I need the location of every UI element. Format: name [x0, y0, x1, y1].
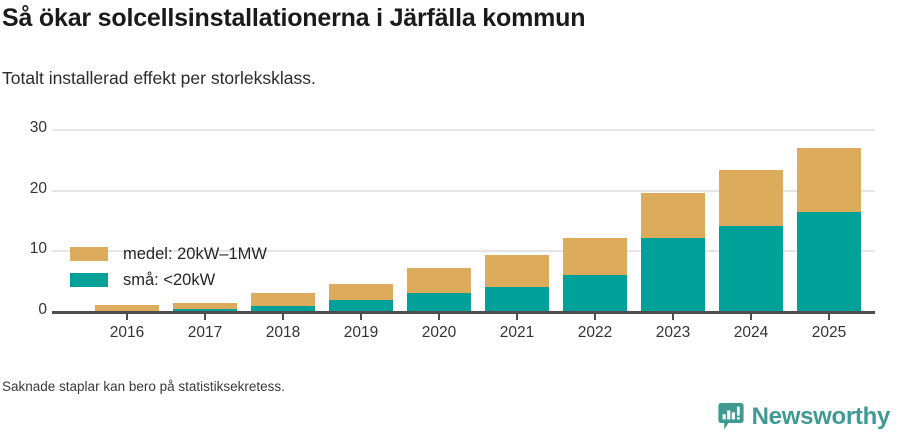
gridline	[52, 189, 875, 192]
gridline	[52, 250, 875, 253]
legend-swatch-sma	[70, 273, 108, 287]
bar-group[interactable]	[407, 110, 471, 311]
x-tick	[126, 311, 128, 320]
x-tick-label: 2018	[265, 324, 301, 341]
y-tick-label: 10	[29, 240, 47, 258]
x-tick	[204, 311, 206, 320]
bar-segment-sma[interactable]	[719, 226, 783, 311]
bar-group[interactable]	[95, 110, 159, 311]
legend-label-medel: medel: 20kW–1MW	[123, 244, 267, 263]
bar-segment-sma[interactable]	[797, 212, 861, 311]
bar-segment-sma[interactable]	[251, 306, 315, 311]
x-tick-label: 2023	[655, 324, 691, 341]
bar-segment-medel[interactable]	[407, 267, 471, 293]
y-tick-label: 20	[29, 179, 47, 197]
legend-label-sma: små: <20kW	[123, 270, 216, 289]
x-tick-label: 2024	[733, 324, 769, 341]
x-tick-label: 2020	[421, 324, 457, 341]
bar-segment-medel[interactable]	[641, 192, 705, 239]
bar-segment-medel[interactable]	[173, 302, 237, 309]
brand-name: Newsworthy	[751, 403, 891, 430]
x-tick-label: 2025	[811, 324, 847, 341]
newsworthy-logo[interactable]: Newsworthy	[718, 402, 890, 432]
bar-segment-sma[interactable]	[329, 300, 393, 311]
bar-segment-medel[interactable]	[329, 283, 393, 301]
bar-group[interactable]	[641, 110, 705, 311]
x-tick-label: 2021	[499, 324, 535, 341]
bar-group[interactable]	[797, 110, 861, 311]
x-tick-label: 2019	[343, 324, 379, 341]
bar-segment-medel[interactable]	[95, 304, 159, 311]
x-tick-label: 2016	[109, 324, 145, 341]
x-tick	[282, 311, 284, 320]
bar-segment-sma[interactable]	[407, 292, 471, 311]
bar-segment-medel[interactable]	[251, 292, 315, 307]
footnote: Saknade staplar kan bero på statistiksek…	[2, 379, 285, 394]
x-tick	[438, 311, 440, 320]
x-tick-label: 2022	[577, 324, 613, 341]
bar-segment-medel[interactable]	[797, 147, 861, 213]
x-tick	[360, 311, 362, 320]
bar-segment-medel[interactable]	[563, 238, 627, 275]
bar-segment-medel[interactable]	[719, 170, 783, 227]
x-tick	[594, 311, 596, 320]
bar-chart-bubble-icon	[718, 402, 744, 432]
legend: medel: 20kW–1MW små: <20kW	[70, 241, 267, 293]
bar-group[interactable]	[251, 110, 315, 311]
bar-group[interactable]	[173, 110, 237, 311]
bar-segment-sma[interactable]	[641, 238, 705, 311]
legend-swatch-medel	[70, 247, 108, 261]
page-title: Så ökar solcellsinstallationerna i Järfä…	[2, 4, 586, 32]
bar-group[interactable]	[485, 110, 549, 311]
chart-subtitle: Totalt installerad effekt per storlekskl…	[2, 68, 316, 88]
y-tick-label: 0	[38, 301, 47, 318]
legend-item[interactable]: små: <20kW	[70, 267, 267, 293]
x-axis-line	[52, 311, 875, 314]
bar-group[interactable]	[329, 110, 393, 311]
bar-group[interactable]	[563, 110, 627, 311]
x-tick-label: 2017	[187, 324, 223, 341]
legend-item[interactable]: medel: 20kW–1MW	[70, 241, 267, 267]
bar-segment-sma[interactable]	[173, 308, 237, 311]
bar-group[interactable]	[719, 110, 783, 311]
x-tick	[672, 311, 674, 320]
y-tick-label: 30	[29, 118, 47, 136]
gridline	[52, 128, 875, 131]
bar-segment-medel[interactable]	[485, 255, 549, 288]
plot-area: 0 10 20 30 2016 2017 2018 2019 2020 2021 2022 2023…	[0, 110, 900, 350]
x-tick	[750, 311, 752, 320]
x-tick	[828, 311, 830, 320]
x-tick	[516, 311, 518, 320]
bar-segment-sma[interactable]	[563, 274, 627, 311]
bar-segment-sma[interactable]	[485, 287, 549, 311]
